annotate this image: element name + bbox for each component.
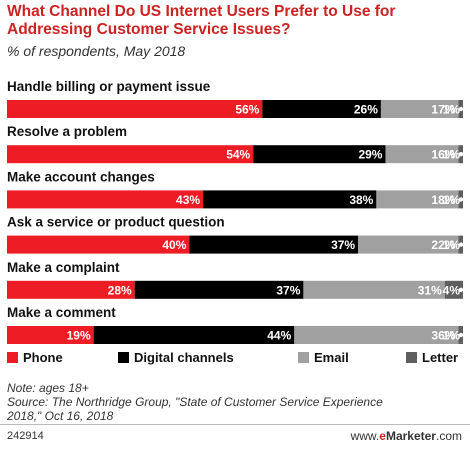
- value-label: 26%: [354, 103, 378, 117]
- source-line-cont: 2018," Oct 16, 2018: [7, 409, 114, 423]
- category-label: Make a comment: [7, 305, 116, 320]
- bar-end-dot: [458, 106, 464, 112]
- brand-suffix: .com: [435, 429, 462, 443]
- bar-segment: [376, 190, 459, 209]
- bar-segment: [7, 100, 263, 118]
- value-label: 43%: [176, 193, 200, 207]
- bar-segment: [294, 326, 459, 344]
- value-label: 31%: [418, 283, 442, 297]
- legend-swatch: [7, 352, 18, 363]
- stacked-bar-chart: Handle billing or payment issue 56% 26% 17%…: [7, 79, 464, 365]
- value-label: 54%: [226, 148, 250, 162]
- brand-name: Marketer: [385, 429, 436, 443]
- value-label: 4%: [443, 283, 461, 297]
- chart-subtitle: % of respondents, May 2018: [7, 43, 186, 59]
- source-line: Source: The Northridge Group, "State of …: [7, 395, 383, 409]
- legend-label: Phone: [23, 350, 63, 365]
- bar-segment: [7, 280, 135, 299]
- bar-segment: [93, 326, 295, 344]
- brand-logo[interactable]: www.eMarketer.com: [351, 429, 462, 443]
- value-label: 28%: [108, 283, 132, 297]
- value-label: 17%: [431, 103, 455, 117]
- bar-segment: [444, 280, 463, 299]
- value-label: 1%: [443, 238, 461, 252]
- value-label: 19%: [67, 329, 91, 343]
- bar-segment: [380, 100, 459, 118]
- footer-divider: [0, 424, 470, 425]
- bar-segment: [385, 145, 459, 164]
- bar-end-dot: [458, 332, 464, 338]
- bar-segment: [189, 235, 359, 254]
- value-label: 38%: [349, 193, 373, 207]
- brand-prefix: www.: [350, 429, 380, 443]
- value-label: 18%: [431, 193, 455, 207]
- category-label: Make a complaint: [7, 260, 120, 275]
- value-label: 16%: [431, 148, 455, 162]
- value-label: 37%: [276, 283, 300, 297]
- value-label: 56%: [235, 103, 259, 117]
- legend-label: Digital channels: [134, 350, 234, 365]
- category-label: Ask a service or product question: [7, 215, 225, 230]
- legend-swatch: [298, 352, 309, 363]
- value-label: 40%: [162, 238, 186, 252]
- bar-end-dot: [458, 287, 464, 292]
- value-label: 44%: [267, 329, 291, 343]
- bar-segment: [358, 235, 459, 254]
- value-label: 1%: [443, 103, 461, 117]
- value-label: 1%: [443, 193, 461, 207]
- bar-segment: [7, 326, 94, 344]
- value-label: 29%: [358, 148, 382, 162]
- bar-segment: [7, 190, 204, 209]
- legend-label: Letter: [422, 350, 458, 365]
- bar-segment: [134, 280, 304, 299]
- footer-note: Note: ages 18+ Source: The Northridge Gr…: [7, 381, 463, 423]
- value-label: 36%: [431, 329, 455, 343]
- legend-swatch: [118, 352, 129, 363]
- value-label: 1%: [443, 148, 461, 162]
- value-label: 22%: [431, 238, 455, 252]
- legend-label: Email: [314, 350, 349, 365]
- note-line: Note: ages 18+: [7, 381, 89, 395]
- chart-title: What Channel Do US Internet Users Prefer…: [7, 3, 396, 38]
- chart-id: 242914: [7, 430, 44, 442]
- bar-end-dot: [458, 197, 464, 202]
- category-label: Make account changes: [7, 169, 155, 184]
- bar-end-dot: [458, 242, 464, 247]
- category-label: Handle billing or payment issue: [7, 79, 211, 94]
- bar-segment: [7, 145, 254, 164]
- value-label: 37%: [331, 238, 355, 252]
- bar-segment: [7, 235, 190, 254]
- bar-segment: [253, 145, 386, 164]
- category-label: Resolve a problem: [7, 124, 127, 139]
- bar-segment: [303, 280, 445, 299]
- value-label: 1%: [443, 329, 461, 343]
- brand-e: e: [379, 429, 386, 443]
- bar-segment: [203, 190, 377, 209]
- bar-end-dot: [458, 152, 464, 157]
- bar-segment: [262, 100, 381, 118]
- legend-swatch: [406, 352, 417, 363]
